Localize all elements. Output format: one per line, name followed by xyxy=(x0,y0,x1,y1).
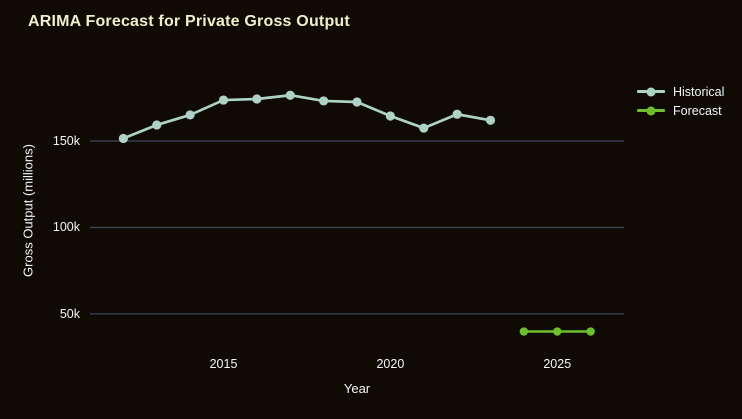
y-tick-label: 100k xyxy=(52,220,80,235)
data-point-forecast xyxy=(519,327,529,336)
legend-item-forecast[interactable]: Forecast xyxy=(637,102,724,119)
data-point-historical xyxy=(285,90,295,100)
data-point-historical xyxy=(385,111,395,121)
data-point-historical xyxy=(485,115,496,125)
legend-item-historical[interactable]: Historical xyxy=(637,83,724,100)
legend-label-forecast: Forecast xyxy=(673,103,722,118)
data-point-historical xyxy=(152,120,162,130)
x-axis-title: Year xyxy=(343,381,371,396)
data-point-historical xyxy=(452,109,462,119)
data-point-forecast xyxy=(553,327,562,336)
chart-title: ARIMA Forecast for Private Gross Output xyxy=(28,13,350,30)
x-tick-label: 2015 xyxy=(209,357,238,371)
series-line-historical xyxy=(122,93,492,140)
data-point-historical xyxy=(118,133,128,144)
data-point-historical xyxy=(218,95,229,105)
data-point-historical xyxy=(419,123,429,133)
data-point-forecast xyxy=(586,327,595,336)
y-tick-label: 150k xyxy=(52,134,80,149)
historical-line-icon xyxy=(637,87,665,96)
forecast-marker-icon xyxy=(646,106,656,115)
data-point-historical xyxy=(352,97,362,107)
data-point-historical xyxy=(252,94,262,104)
data-point-historical xyxy=(319,96,329,106)
forecast-line-icon xyxy=(637,106,665,115)
x-tick-label: 2020 xyxy=(376,357,405,371)
y-tick-label: 50k xyxy=(59,306,80,321)
historical-marker-icon xyxy=(646,87,656,96)
legend-label-historical: Historical xyxy=(673,84,725,99)
x-tick-label: 2025 xyxy=(543,357,572,371)
data-point-historical xyxy=(185,110,195,120)
legend: Historical Forecast xyxy=(637,83,724,119)
